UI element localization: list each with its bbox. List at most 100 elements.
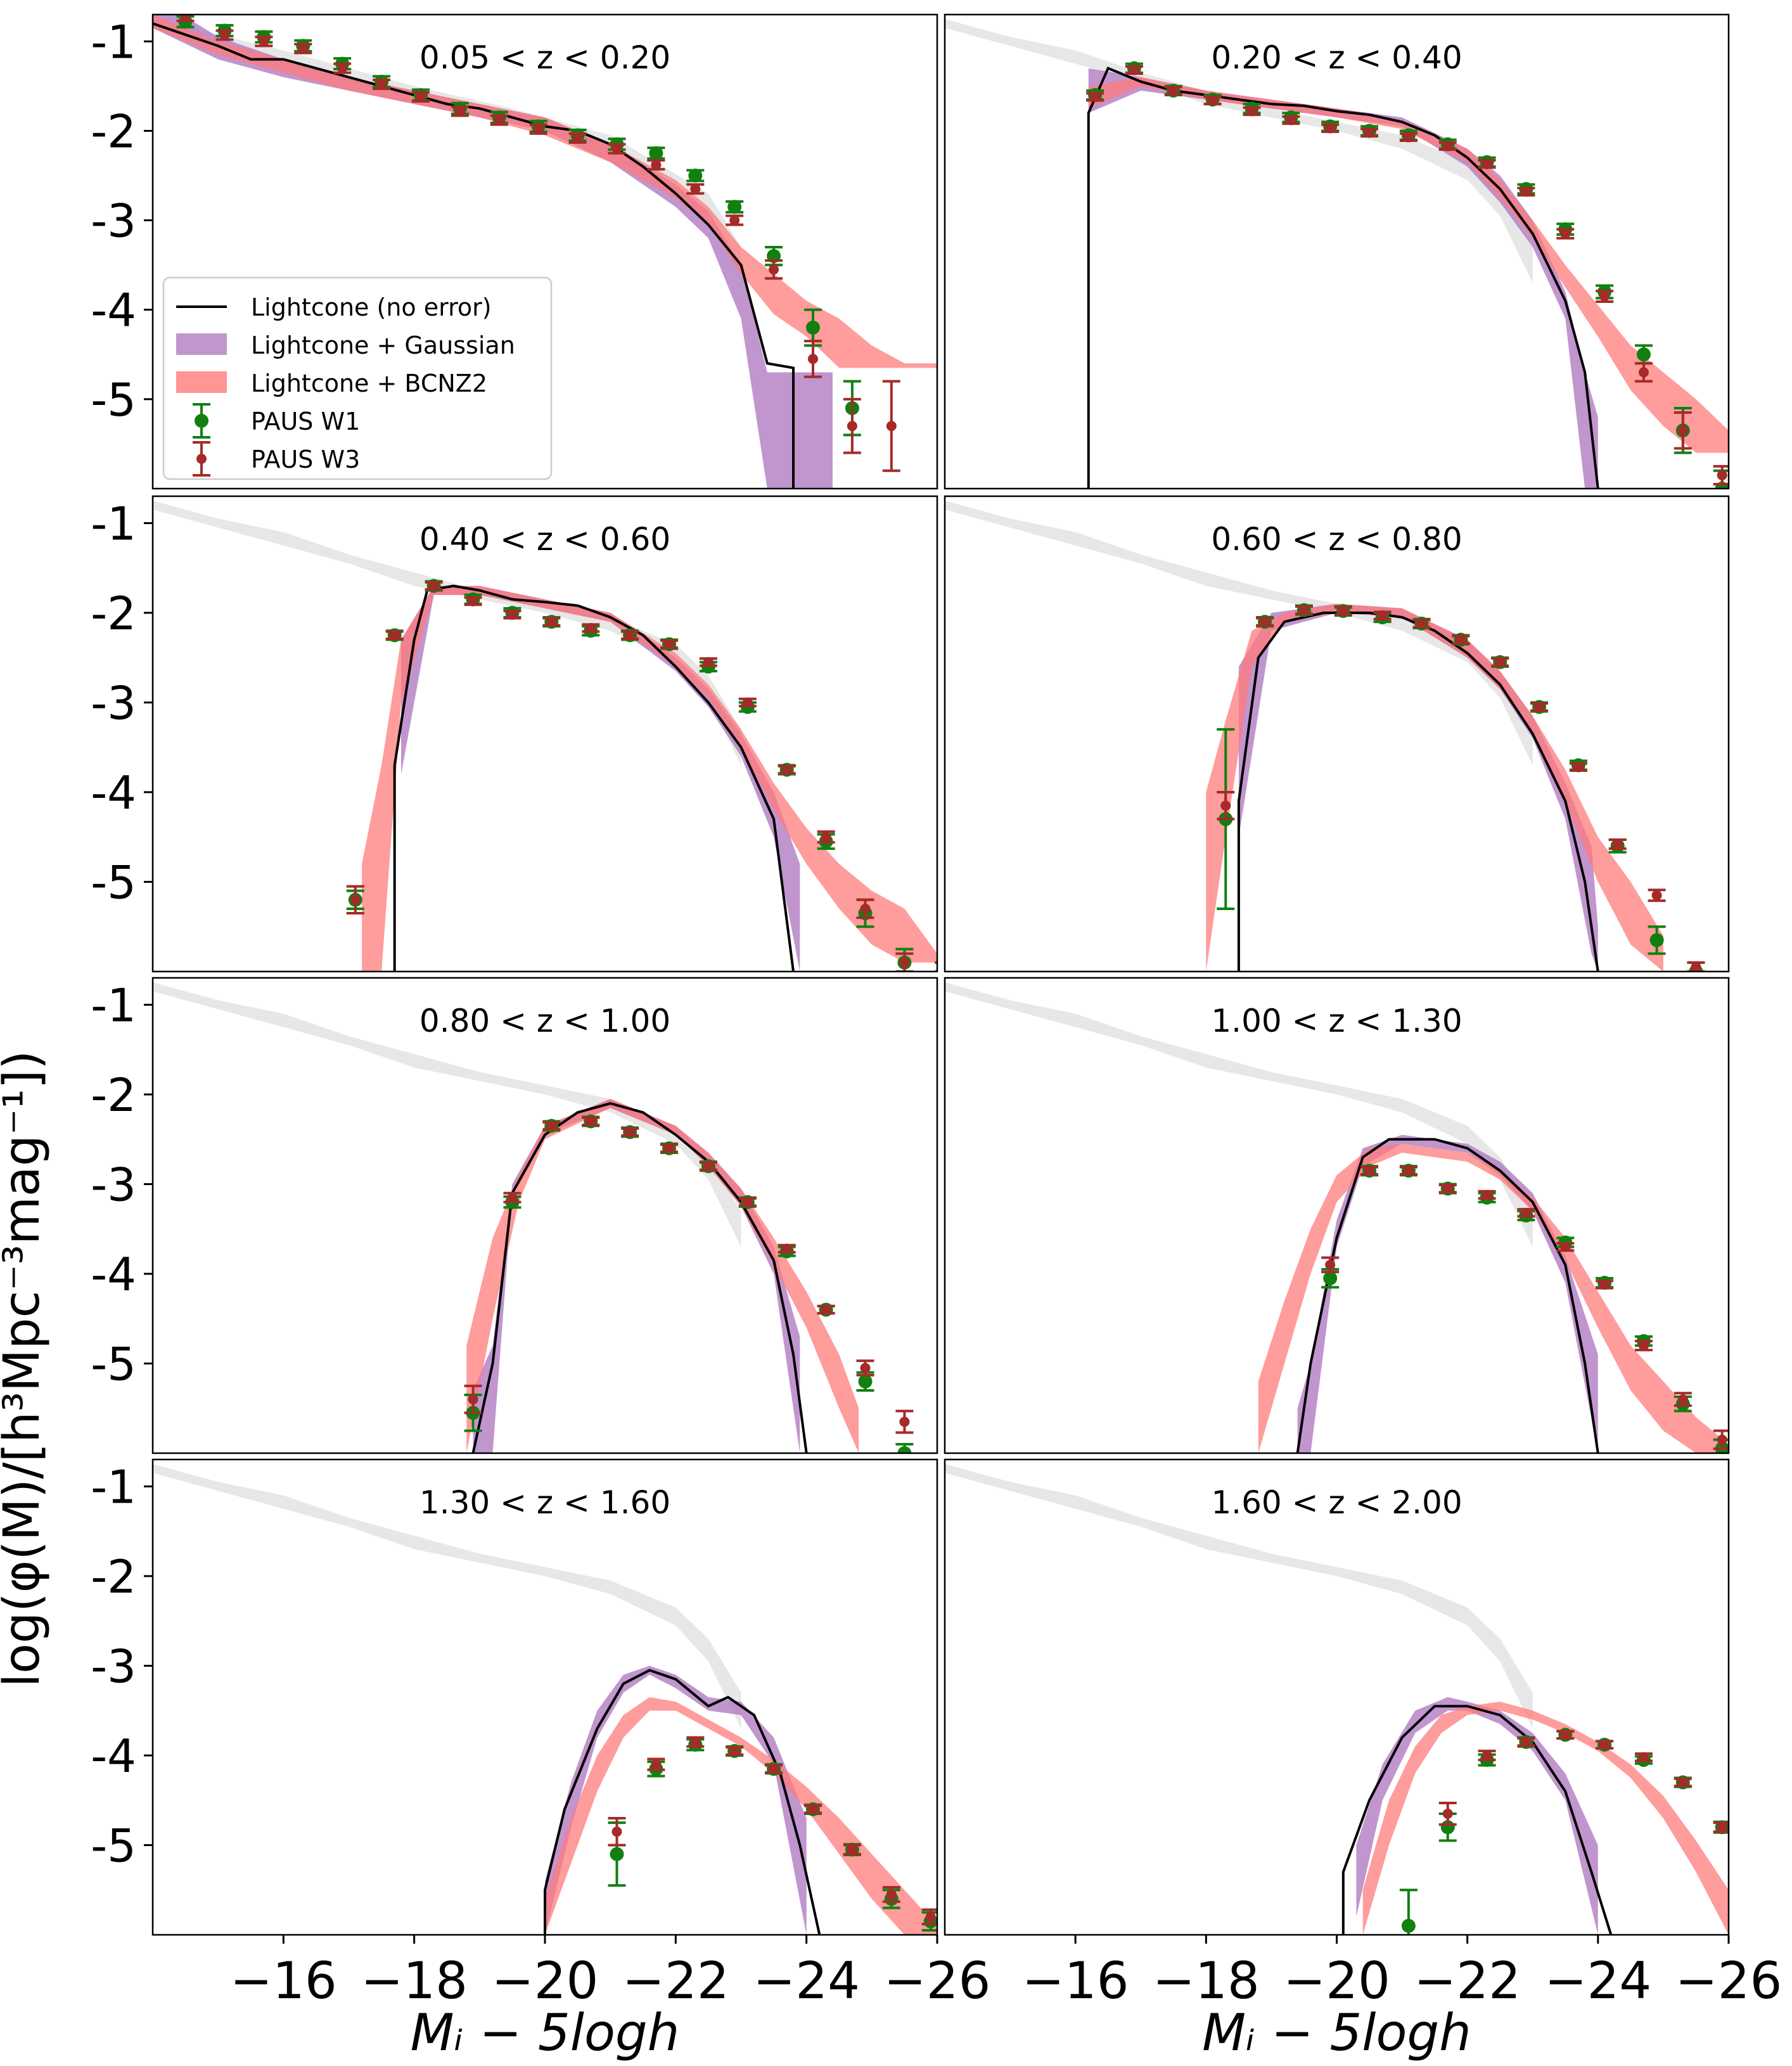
paus-w3-point — [1438, 1801, 1457, 1826]
paus-w3-point — [778, 764, 796, 775]
bcnz2-band — [545, 1697, 937, 1935]
nocut-line — [393, 584, 795, 972]
y-tick-label: -3 — [91, 1158, 136, 1211]
paus-w3-point — [1282, 115, 1300, 125]
paus-w3-point — [568, 132, 587, 144]
y-tick-label: -3 — [91, 676, 136, 729]
paus-w3-point — [333, 62, 352, 74]
bcnz2-band — [1258, 1143, 1729, 1453]
reference-band — [945, 982, 1533, 1453]
paus-w3-point — [451, 105, 469, 117]
paus-w3-point — [176, 15, 195, 22]
reference-band — [945, 1464, 1533, 1935]
panel-2: 0.20 < z < 0.40 — [944, 13, 1730, 490]
paus-w3-point — [803, 1804, 822, 1814]
paus-w3-point — [582, 1116, 600, 1127]
paus-w3-point — [1608, 838, 1627, 850]
paus-w3-point — [1412, 618, 1431, 629]
paus-w3-point — [817, 1304, 835, 1315]
paus-w3-point — [490, 114, 508, 126]
paus-w3-point — [882, 380, 900, 472]
paus-w3-point — [765, 259, 783, 280]
x-tick-label: −18 — [1153, 1951, 1260, 2010]
legend-entry: PAUS W1 — [193, 403, 360, 439]
paus-w3-point — [856, 898, 874, 920]
bcnz2-band — [1206, 603, 1663, 972]
paus-w3-point — [608, 143, 626, 155]
paus-w3-point — [385, 630, 404, 641]
paus-w3-point — [699, 657, 717, 667]
paus-w3-point — [1556, 1242, 1575, 1252]
paus-w3-point — [778, 1243, 796, 1254]
panel-1: 0.05 < z < 0.20 -1 -2 -3 -4 -5 — [91, 13, 938, 490]
legend-frame — [162, 276, 553, 480]
paus-w3-point — [726, 214, 744, 226]
paus-w3-point — [464, 596, 482, 606]
paus-w3-point — [621, 1127, 639, 1138]
panel-5: 0.80 < z < 1.00 -1 -2 -3 -4 -5 — [91, 977, 938, 1454]
paus-w3-point — [647, 159, 665, 171]
paus-w3-point — [895, 952, 914, 972]
panel-plot-area — [945, 1464, 1729, 1935]
paus-w3-point — [1360, 127, 1379, 138]
x-tick-label: −24 — [1544, 1951, 1651, 2010]
x-axis-label: Mᵢ − 5logh — [1202, 2003, 1471, 2062]
paus-w3-point — [1478, 158, 1496, 169]
paus-w3-point — [1399, 1165, 1418, 1176]
paus-w3-point — [1203, 95, 1222, 106]
y-tick-label: -5 — [91, 856, 136, 909]
paus-w3-point — [843, 397, 861, 454]
gaussian-band — [1238, 603, 1598, 972]
paus-w3-point — [582, 623, 600, 634]
paus-w3-point — [503, 609, 522, 620]
paus-w3-point — [1125, 65, 1143, 75]
paus-w3-point — [1556, 1729, 1575, 1740]
paus-w3-point — [1517, 1736, 1535, 1747]
panel-7: 1.30 < z < 1.60 -1 -2 -3 -4 -5 −16 −18 −20 −22 −24… — [91, 1458, 990, 2010]
legend-label: PAUS W3 — [251, 446, 360, 473]
x-tick-label: −20 — [1283, 1951, 1390, 2010]
paus-w3-point — [1517, 1207, 1535, 1218]
paus-w3-point — [1596, 290, 1614, 304]
paus-w1-point — [686, 169, 705, 183]
paus-w3-point — [1478, 1190, 1496, 1200]
panel-4: 0.60 < z < 0.80 — [944, 495, 1730, 973]
paus-w3-point — [1530, 702, 1549, 712]
legend-entry: Lightcone + BCNZ2 — [176, 369, 487, 397]
paus-w3-point — [1674, 1392, 1692, 1407]
paus-w3-point — [765, 1764, 783, 1774]
y-tick-label: -2 — [91, 105, 136, 158]
x-tick-label: −18 — [361, 1951, 468, 2010]
paus-w3-point — [1086, 91, 1104, 102]
paus-w1-point — [1648, 925, 1666, 955]
panel-title: 0.20 < z < 0.40 — [1211, 39, 1462, 76]
panel-title: 0.60 < z < 0.80 — [1211, 521, 1462, 558]
y-tick-label: -3 — [91, 195, 136, 248]
bcnz2-band — [1362, 1702, 1729, 1935]
paus-w3-point — [1674, 411, 1692, 450]
paus-w3-point — [1295, 605, 1313, 615]
x-tick-label: −24 — [753, 1951, 860, 2010]
legend-label: Lightcone + BCNZ2 — [251, 369, 487, 397]
paus-w3-point — [1373, 610, 1392, 621]
y-tick-label: -4 — [91, 284, 136, 337]
panel-frame — [151, 13, 938, 490]
x-tick-label: −16 — [1022, 1951, 1129, 2010]
y-tick-label: -1 — [91, 1460, 136, 1513]
paus-w3-point — [1321, 123, 1340, 134]
panel-plot-area — [945, 501, 1705, 972]
paus-w3-point — [1217, 790, 1235, 821]
paus-w3-point — [738, 697, 757, 708]
panel-frame — [151, 977, 938, 1454]
paus-w3-point — [1360, 1165, 1379, 1176]
panel-title: 1.30 < z < 1.60 — [419, 1484, 670, 1521]
panel-3: 0.40 < z < 0.60 -1 -2 -3 -4 -5 — [91, 495, 938, 973]
paus-w3-point — [215, 29, 234, 41]
paus-w3-point — [856, 1359, 874, 1376]
paus-w3-point — [895, 1409, 914, 1434]
paus-w3-point — [608, 1817, 626, 1847]
paus-w3-point — [1556, 228, 1575, 240]
paus-w3-point — [1687, 961, 1705, 972]
gaussian-band — [1356, 1697, 1598, 1935]
nocut-line — [471, 1102, 808, 1453]
